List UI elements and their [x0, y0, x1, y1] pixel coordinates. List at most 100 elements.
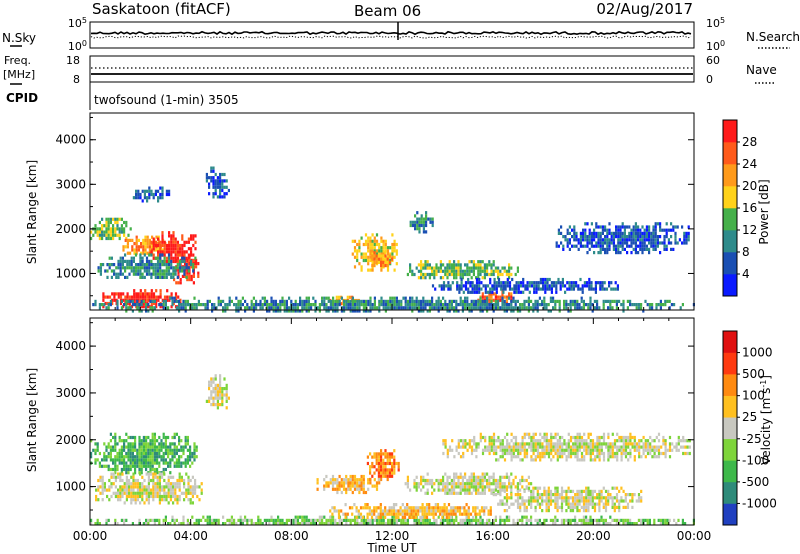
- velocity-cell-1654: [530, 496, 533, 500]
- power-cell-2383: [565, 299, 568, 303]
- velocity-cell-910: [466, 485, 469, 489]
- power-cell-1295: [528, 284, 531, 288]
- power-cell-1850: [193, 296, 196, 300]
- power-cell-1712: [670, 228, 673, 232]
- power-cell-1113: [420, 220, 423, 224]
- velocity-cell-1390: [591, 451, 595, 456]
- power-cell-1798: [140, 299, 143, 303]
- power-cell-2060: [347, 306, 350, 310]
- velocity-cell-2027: [162, 518, 165, 522]
- velocity-cell-302: [173, 435, 176, 440]
- power-cell-1926: [263, 299, 266, 303]
- power-cell-2045: [336, 309, 339, 313]
- power-cell-990: [453, 269, 456, 273]
- power-cell-2256: [470, 306, 473, 310]
- power-cell-1315: [542, 284, 545, 288]
- power-cell-1815: [160, 303, 163, 307]
- power-cell-1669: [652, 235, 655, 239]
- velocity-cell-1195: [525, 448, 529, 452]
- velocity-cell-2261: [424, 522, 427, 526]
- power-cell-1940: [272, 303, 275, 307]
- velocity-cell-2381: [576, 522, 579, 526]
- power-cell-1954: [281, 296, 284, 300]
- power-cell-2081: [358, 309, 361, 313]
- power-cell-260: [190, 237, 193, 241]
- velocity-cell-489: [141, 491, 144, 495]
- power-cell-1681: [654, 244, 657, 248]
- power-cell-1275: [515, 284, 518, 288]
- velocity-cell-1722: [556, 502, 559, 506]
- power-cell-659: [208, 192, 211, 196]
- velocity-cell-1426: [607, 432, 610, 436]
- power-cell-2451: [635, 306, 638, 310]
- power-cell-732: [154, 192, 157, 197]
- power-cell-1403: [616, 287, 619, 291]
- velocity-cell-584: [172, 475, 175, 479]
- velocity-cell-703: [221, 399, 224, 403]
- power-cell-1580: [623, 241, 626, 245]
- power-cell-306: [188, 262, 191, 266]
- velocity-cell-1157: [510, 458, 513, 462]
- velocity-cell-1400: [596, 445, 599, 449]
- velocity-cell-2105: [268, 522, 271, 526]
- velocity-cell-1630: [516, 505, 520, 509]
- velocity-cell-1843: [604, 499, 608, 503]
- power-cell-909: [386, 257, 389, 261]
- velocity-cell-21: [103, 455, 106, 459]
- velocity-cell-382: [101, 488, 104, 492]
- power-cell-630: [178, 263, 182, 267]
- power-cell-894: [377, 257, 380, 261]
- power-cell-1307: [537, 281, 540, 285]
- noise-panel-frame: [89, 21, 695, 49]
- velocity-cell-1951: [349, 484, 352, 488]
- velocity-cell-1964: [356, 481, 359, 485]
- power-cell-2234: [457, 303, 460, 307]
- velocity-cell-866: [448, 482, 451, 486]
- power-cell-2273: [481, 303, 484, 307]
- power-cell-1581: [623, 247, 626, 251]
- velocity-cell-1215: [532, 451, 535, 456]
- power-cell-1995: [305, 303, 308, 307]
- power-cell-2362: [545, 303, 548, 307]
- velocity-cell-378: [101, 475, 104, 479]
- velocity-cell-2073: [228, 518, 231, 522]
- velocity-cell-1061: [462, 445, 465, 449]
- power-cell-734: [157, 196, 160, 200]
- velocity-cell-1165: [514, 439, 518, 443]
- power-cell-452: [177, 295, 180, 299]
- velocity-cell-601: [176, 498, 179, 502]
- power-cell-2266: [477, 306, 480, 310]
- velocity-cell-1872: [618, 505, 621, 509]
- power-cell-2449: [633, 303, 636, 307]
- velocity-cell-1401: [596, 448, 599, 452]
- power-cell-2197: [431, 306, 434, 310]
- power-cell-2018: [323, 296, 326, 300]
- velocity-cell-2394: [589, 518, 592, 522]
- velocity-cell-1102: [488, 448, 491, 452]
- power-cell-480: [117, 259, 120, 263]
- power-cell-685: [219, 179, 222, 183]
- velocity-cell-1078: [473, 442, 476, 446]
- power-cell-2124: [389, 296, 392, 300]
- power-cell-1534: [610, 235, 613, 239]
- power-cell-219: [174, 243, 177, 248]
- power-cell-409: [148, 292, 151, 296]
- velocity-cell-1278: [554, 442, 557, 446]
- velocity-cell-765: [384, 461, 387, 466]
- power-cell-59: [116, 233, 119, 237]
- power-cell-2254: [470, 299, 473, 303]
- velocity-cell-1414: [600, 445, 603, 449]
- velocity-cell-1036: [442, 439, 445, 443]
- velocity-cell-45: [112, 448, 115, 452]
- velocity-cell-1389: [591, 448, 595, 452]
- velocity-cell-2335: [512, 518, 515, 522]
- velocity-cell-1924: [336, 484, 339, 488]
- velocity-cell-35: [109, 432, 112, 436]
- power-cell-1234: [486, 290, 490, 294]
- velocity-cell-834: [428, 482, 431, 486]
- power-cell-1261: [504, 284, 507, 288]
- power-cell-190: [165, 259, 168, 264]
- velocity-cell-428: [123, 482, 126, 486]
- velocity-cell-904: [464, 482, 467, 486]
